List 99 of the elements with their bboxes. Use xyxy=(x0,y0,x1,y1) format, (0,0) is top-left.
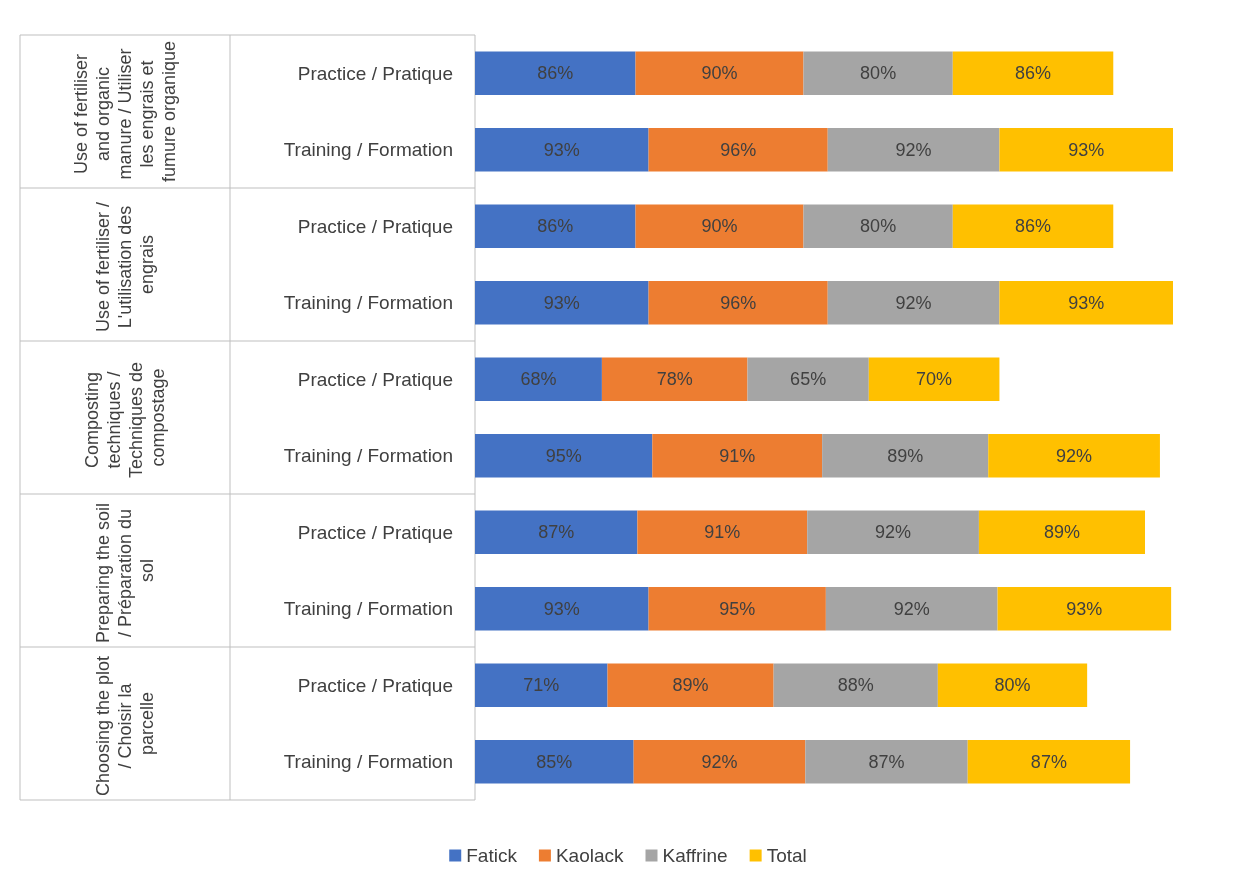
data-label: 93% xyxy=(543,598,580,619)
data-label: 89% xyxy=(672,675,709,696)
y-tick-label: Training / Formation xyxy=(283,139,453,161)
data-label: 92% xyxy=(875,522,912,543)
bar xyxy=(747,357,869,402)
bar xyxy=(952,51,1114,96)
text: Preparing the soil / Préparation du sol xyxy=(93,497,157,644)
bar xyxy=(803,51,953,96)
data-label: 89% xyxy=(1043,522,1080,543)
bar xyxy=(825,586,998,631)
legend-label: Total xyxy=(766,845,807,866)
bar xyxy=(475,586,649,631)
data-label: 80% xyxy=(994,675,1031,696)
bar xyxy=(999,280,1173,325)
bar xyxy=(648,127,828,172)
y-tick-label: Training / Formation xyxy=(283,445,453,467)
data-label: 92% xyxy=(1056,445,1093,466)
legend-label: Kaolack xyxy=(555,845,624,866)
text: Choosing the plot / Choisir la parcelle xyxy=(93,650,157,797)
data-label: 95% xyxy=(545,445,582,466)
bar xyxy=(475,127,649,172)
bar xyxy=(805,739,968,784)
bar xyxy=(803,204,953,249)
bar xyxy=(967,739,1131,784)
data-label: 90% xyxy=(701,63,738,84)
y-tick-label: Practice / Pratique xyxy=(297,215,453,237)
bar xyxy=(633,739,806,784)
y-tick-label: Practice / Pratique xyxy=(297,368,453,390)
bar xyxy=(978,510,1146,555)
y-tick-label: Training / Formation xyxy=(283,751,453,773)
y-tick-label: Practice / Pratique xyxy=(297,521,453,543)
text: Composting techniques / Techniques de compostage xyxy=(82,356,168,479)
data-label: 92% xyxy=(893,598,930,619)
y-tick-label: Training / Formation xyxy=(283,598,453,620)
bar xyxy=(601,357,748,402)
bar xyxy=(635,204,804,249)
bar xyxy=(868,357,1000,402)
bar xyxy=(652,433,823,478)
bar xyxy=(999,127,1173,172)
bar xyxy=(475,433,653,478)
bar xyxy=(937,663,1088,708)
data-label: 86% xyxy=(537,216,574,237)
data-label: 91% xyxy=(719,445,756,466)
data-label: 80% xyxy=(860,216,897,237)
data-label: 87% xyxy=(1030,751,1067,772)
data-label: 92% xyxy=(895,139,932,160)
bar xyxy=(475,51,636,96)
data-label: 70% xyxy=(916,369,953,390)
data-label: 87% xyxy=(868,751,905,772)
bar xyxy=(648,280,828,325)
bar xyxy=(988,433,1160,478)
bar xyxy=(475,357,602,402)
bar xyxy=(807,510,979,555)
bar xyxy=(648,586,826,631)
data-label: 90% xyxy=(701,216,738,237)
data-label: 88% xyxy=(837,675,874,696)
bar xyxy=(827,280,1000,325)
data-label: 71% xyxy=(523,675,560,696)
data-label: 86% xyxy=(1015,63,1052,84)
data-label: 92% xyxy=(895,292,932,313)
bar xyxy=(475,204,636,249)
text: Use of fertiliser / L'utilisation des engrais xyxy=(93,196,157,333)
data-label: 91% xyxy=(704,522,741,543)
data-label: 65% xyxy=(790,369,827,390)
bar xyxy=(475,663,608,708)
data-label: 93% xyxy=(543,292,580,313)
bar xyxy=(822,433,989,478)
bar xyxy=(607,663,774,708)
data-label: 80% xyxy=(860,63,897,84)
data-label: 96% xyxy=(720,292,757,313)
bar xyxy=(997,586,1172,631)
data-label: 86% xyxy=(537,63,574,84)
y-tick-label: Practice / Pratique xyxy=(297,62,453,84)
legend-label: Fatick xyxy=(466,845,518,866)
data-label: 68% xyxy=(520,369,557,390)
data-label: 85% xyxy=(536,751,573,772)
bar xyxy=(475,510,638,555)
bar xyxy=(475,739,634,784)
data-label: 93% xyxy=(1068,292,1105,313)
bar xyxy=(952,204,1114,249)
data-label: 89% xyxy=(887,445,924,466)
data-label: 93% xyxy=(1066,598,1103,619)
text: Use of fertiliser and organic manure / Utiliser les engrais et fumure organique xyxy=(71,40,179,183)
data-label: 93% xyxy=(543,139,580,160)
bar xyxy=(773,663,938,708)
bar xyxy=(475,280,649,325)
data-label: 87% xyxy=(538,522,575,543)
y-tick-label: Practice / Pratique xyxy=(297,674,453,696)
data-label: 96% xyxy=(720,139,757,160)
bar xyxy=(827,127,1000,172)
data-label: 86% xyxy=(1015,216,1052,237)
y-tick-label: Training / Formation xyxy=(283,292,453,314)
data-label: 95% xyxy=(719,598,756,619)
bar xyxy=(637,510,808,555)
bar xyxy=(635,51,804,96)
data-label: 92% xyxy=(701,751,738,772)
data-label: 93% xyxy=(1068,139,1105,160)
data-label: 78% xyxy=(656,369,693,390)
legend-label: Kaffrine xyxy=(662,845,728,866)
